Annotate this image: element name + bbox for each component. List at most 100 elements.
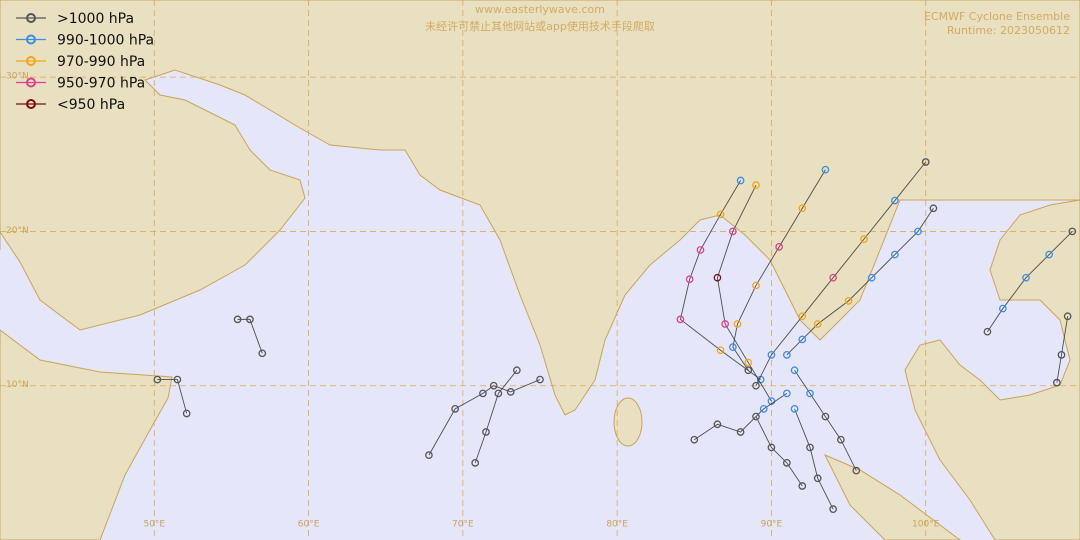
track-point: [837, 435, 845, 444]
track-point: [716, 210, 725, 219]
track-line: [157, 379, 188, 414]
track-point: [733, 320, 742, 328]
track-line: [1056, 316, 1069, 383]
track-point: [1057, 351, 1066, 359]
legend-label: 990-1000 hPa: [57, 33, 154, 49]
track-point: [713, 273, 722, 282]
legend-marker: [26, 56, 36, 66]
track-line: [732, 169, 826, 371]
track-point: [489, 381, 498, 390]
track-line: [794, 370, 857, 471]
track-point: [676, 315, 685, 324]
legend-label: >1000 hPa: [57, 11, 134, 27]
track-point: [867, 273, 876, 282]
legend-marker: [26, 13, 36, 23]
lon-label: 80°E: [606, 520, 628, 530]
track-point: [929, 204, 938, 213]
legend-label: 970-990 hPa: [57, 54, 145, 70]
track-point: [806, 389, 814, 398]
track-point: [713, 420, 722, 429]
track-point: [736, 176, 745, 185]
track-point: [821, 412, 830, 421]
track-point: [921, 158, 930, 166]
watermark-notice: 未经许可禁止其他网站或app使用技术手段爬取: [425, 19, 655, 33]
track-point: [1068, 227, 1077, 236]
legend-label: <950 hPa: [57, 97, 125, 113]
track-point: [759, 405, 768, 413]
track-point: [790, 366, 799, 375]
lat-label: 30°N: [6, 72, 29, 82]
track-point: [233, 315, 242, 324]
title: ECMWF Cyclone Ensemble: [924, 10, 1070, 23]
lon-label: 60°E: [298, 520, 320, 530]
track-point: [798, 312, 807, 321]
track-point: [783, 389, 791, 398]
track-point: [1045, 250, 1053, 259]
watermark-url: www.easterlywave.com: [475, 3, 605, 16]
track-point: [891, 250, 899, 259]
track-line: [987, 231, 1073, 332]
lon-label: 100°E: [912, 520, 940, 530]
track-point: [182, 409, 191, 418]
track-line: [679, 180, 761, 380]
lon-label: 90°E: [761, 520, 783, 530]
track-point: [798, 335, 807, 344]
track-point: [829, 505, 837, 513]
track-line: [755, 416, 803, 487]
track-point: [721, 320, 729, 328]
track-point: [494, 389, 503, 398]
track-line: [428, 379, 541, 456]
track-point: [798, 204, 807, 213]
track-point: [783, 351, 791, 359]
track-point: [173, 375, 182, 384]
track-point: [451, 405, 459, 413]
track-point: [1063, 312, 1072, 321]
runtime: Runtime: 2023050612: [947, 24, 1070, 37]
legend-marker: [26, 99, 36, 109]
track-line: [794, 408, 834, 510]
legend-marker: [26, 77, 36, 88]
track-line: [694, 393, 788, 441]
track-point: [752, 181, 760, 189]
track-point: [471, 459, 480, 467]
track-point: [729, 227, 737, 236]
track-point: [685, 275, 694, 284]
track-point: [752, 281, 760, 290]
track-point: [829, 273, 837, 282]
lat-label: 20°N: [6, 226, 29, 236]
track-point: [506, 388, 515, 396]
track-point: [844, 297, 853, 305]
track-point: [767, 351, 776, 359]
track-point: [860, 235, 868, 243]
track-point: [690, 435, 699, 444]
track-point: [246, 315, 254, 324]
track-point: [914, 227, 922, 236]
tracks: [153, 158, 1077, 513]
track-point: [696, 246, 705, 254]
lon-label: 70°E: [452, 520, 474, 530]
track-point: [716, 346, 725, 355]
track-point: [744, 358, 753, 367]
lat-label: 10°N: [6, 380, 29, 390]
track-point: [806, 443, 814, 452]
track-line: [474, 370, 518, 464]
track-point: [744, 366, 753, 375]
track-point: [1022, 273, 1030, 282]
track-point: [983, 327, 992, 336]
track-line: [755, 161, 927, 386]
track-line: [237, 318, 263, 354]
track-point: [258, 349, 267, 358]
track-point: [813, 474, 822, 483]
track-point: [752, 381, 760, 390]
track-point: [775, 243, 783, 251]
track-point: [767, 443, 776, 452]
track-point: [153, 375, 162, 384]
track-point: [513, 366, 521, 375]
track-point: [736, 428, 745, 436]
track-point: [999, 304, 1007, 313]
track-point: [536, 375, 544, 384]
track-point: [729, 343, 737, 351]
track-point: [852, 466, 861, 475]
